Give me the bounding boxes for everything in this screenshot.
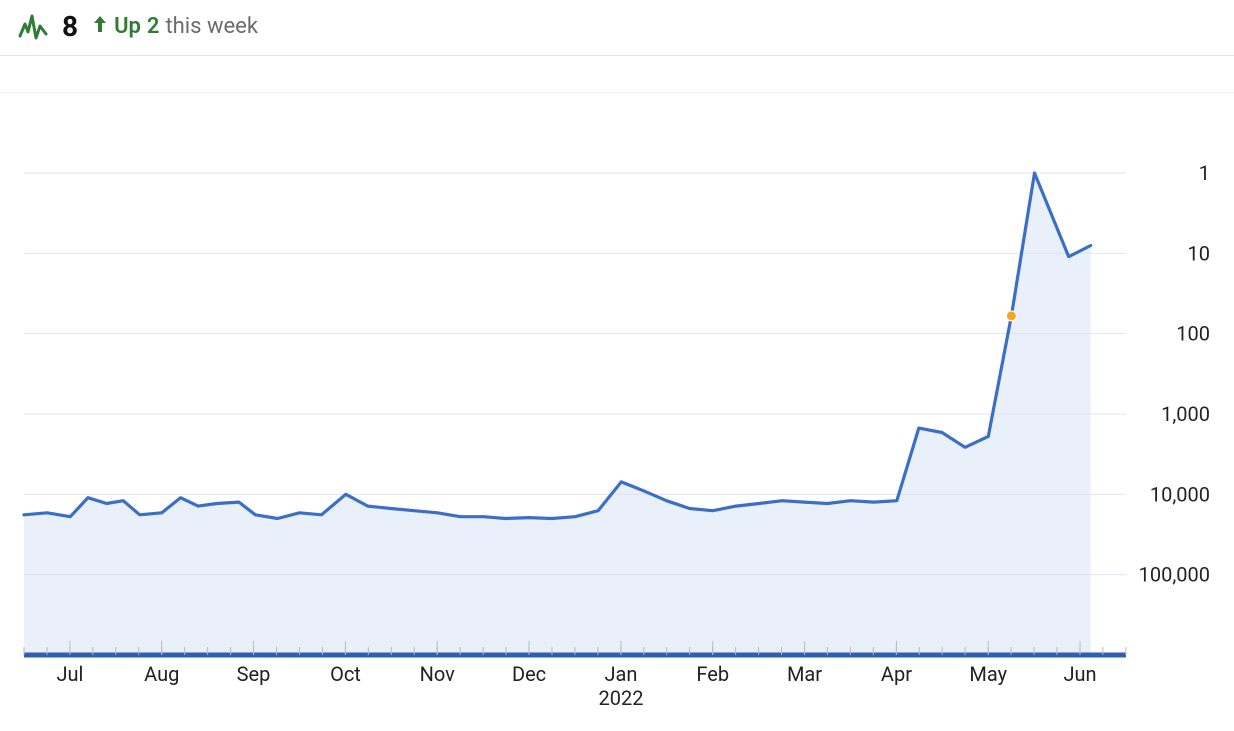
svg-text:Aug: Aug xyxy=(144,662,179,686)
svg-text:Mar: Mar xyxy=(787,662,822,686)
rank-change: Up 2 this week xyxy=(92,14,258,39)
svg-text:Apr: Apr xyxy=(881,662,912,686)
svg-text:10,000: 10,000 xyxy=(1150,482,1210,506)
rank-header: 8 Up 2 this week xyxy=(0,0,1234,55)
svg-text:May: May xyxy=(969,662,1007,686)
svg-text:2022: 2022 xyxy=(598,686,643,710)
svg-text:Dec: Dec xyxy=(512,662,546,686)
svg-text:100: 100 xyxy=(1176,322,1210,346)
svg-text:1: 1 xyxy=(1199,161,1210,185)
rank-spark-icon xyxy=(18,12,48,42)
rank-chart-svg: 1 10 100 1,000 10,000 100,000 Jul Aug Sep Oct Nov D… xyxy=(18,111,1216,731)
svg-text:10: 10 xyxy=(1188,241,1210,265)
divider xyxy=(0,92,1234,93)
svg-text:1,000: 1,000 xyxy=(1161,402,1210,426)
svg-text:Sep: Sep xyxy=(237,662,271,686)
svg-text:Oct: Oct xyxy=(330,662,361,686)
svg-text:Nov: Nov xyxy=(420,662,456,686)
svg-text:Jun: Jun xyxy=(1063,662,1096,686)
svg-text:Jan: Jan xyxy=(604,662,637,686)
rank-chart: 1 10 100 1,000 10,000 100,000 Jul Aug Sep Oct Nov D… xyxy=(18,111,1216,731)
svg-text:Feb: Feb xyxy=(696,662,729,686)
rank-change-prefix: Up xyxy=(114,14,141,39)
rank-change-value: 2 xyxy=(147,14,160,39)
rank-value: 8 xyxy=(62,10,78,43)
svg-text:Jul: Jul xyxy=(56,662,83,686)
arrow-up-icon xyxy=(92,14,108,39)
divider xyxy=(0,55,1234,56)
svg-text:100,000: 100,000 xyxy=(1139,563,1210,587)
rank-change-suffix: this week xyxy=(165,14,258,39)
